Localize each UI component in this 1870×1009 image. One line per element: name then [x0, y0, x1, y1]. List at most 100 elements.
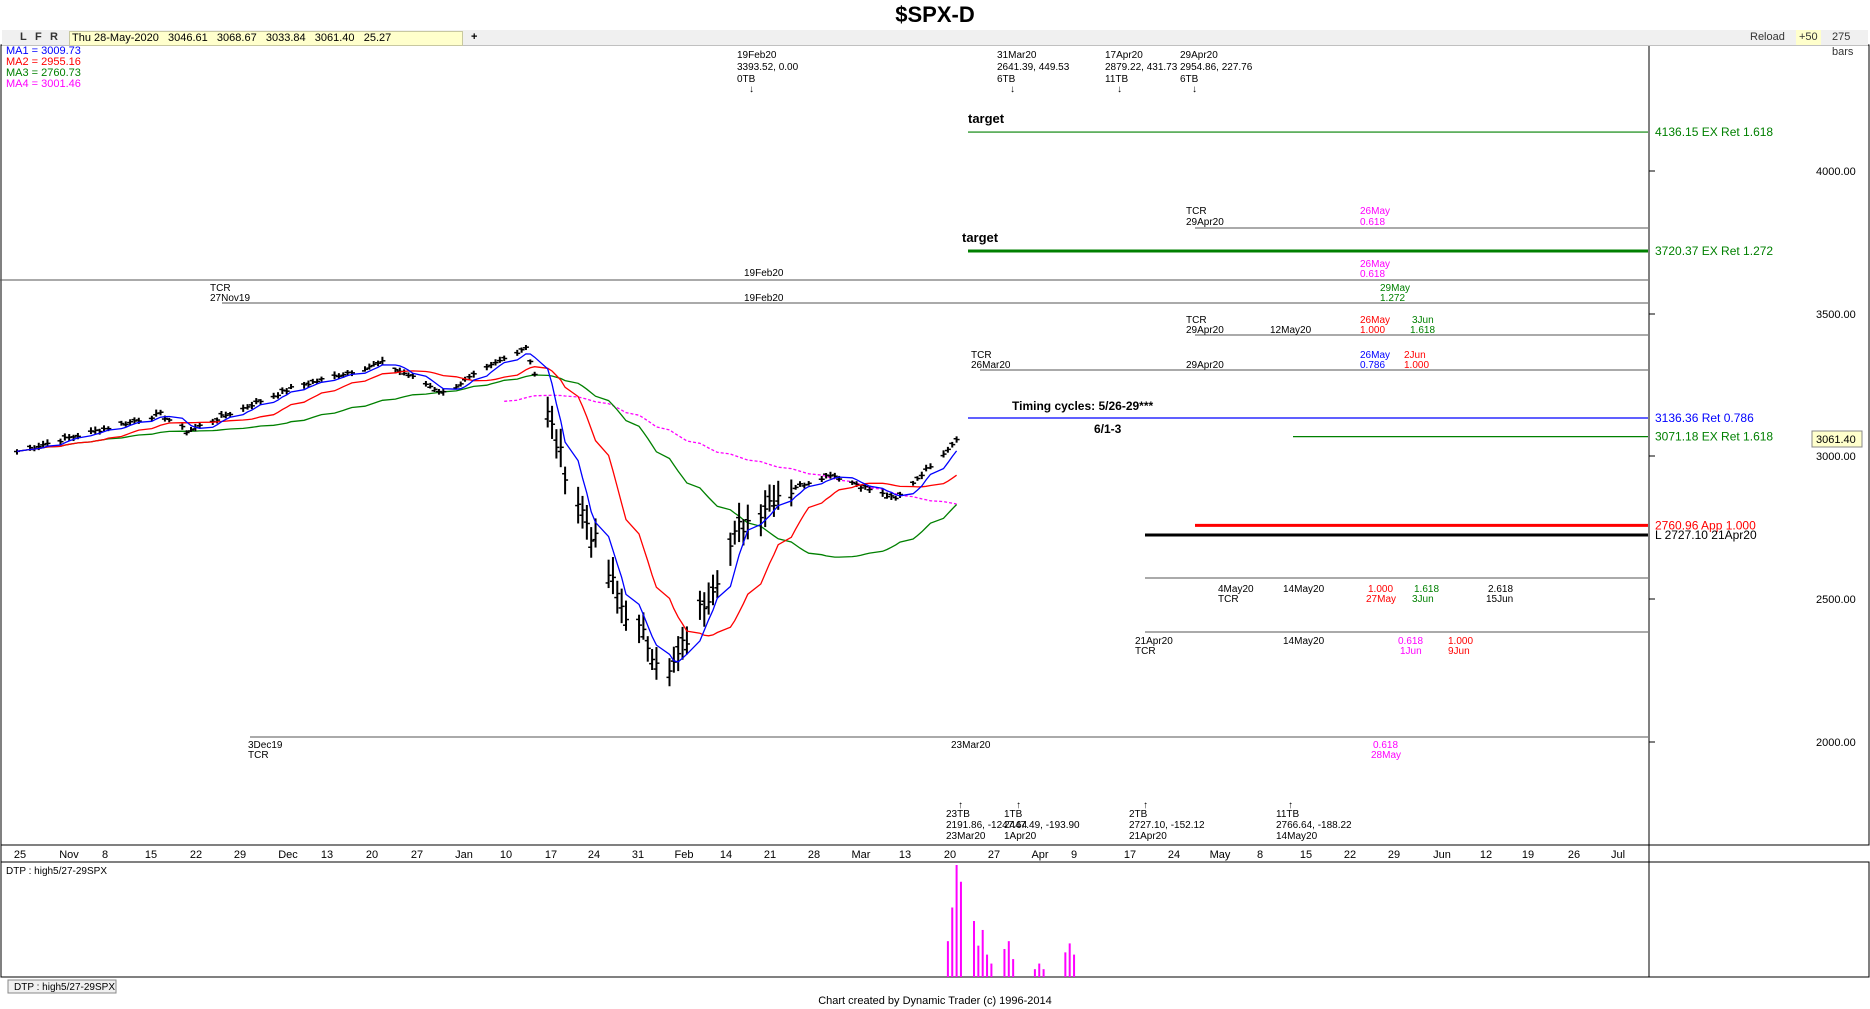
row4-v2: 0.786: [1360, 360, 1385, 371]
may28-ratio: 0.618: [1373, 740, 1398, 751]
x-tick: 29: [234, 849, 246, 861]
ma3-label: MA3 = 2760.73: [6, 67, 81, 79]
cycle-lines: [0, 227, 1648, 738]
row3-d3: 26May: [1360, 315, 1390, 326]
pivot-31mar-date: 31Mar20: [997, 50, 1037, 61]
ma1-path: [16, 353, 958, 663]
price-level-label: 3720.37 EX Ret 1.272: [1655, 244, 1773, 258]
pivot-31mar-tb: 6TB: [997, 74, 1016, 85]
ma2-line: [16, 366, 957, 637]
indicator-label: DTP : high5/27-29SPX: [6, 866, 107, 877]
zoom-button[interactable]: +50: [1796, 30, 1821, 45]
may28-date: 28May: [1371, 750, 1401, 761]
cycle-0618-b: 0.618: [1360, 269, 1385, 280]
toolbar: L F R Thu 28-May-2020 3046.61 3068.67 30…: [2, 30, 1868, 58]
pivot-17apr-value: 2879.22, 431.73: [1105, 62, 1178, 73]
indicator-tab-box[interactable]: [7, 979, 117, 994]
pivot-29apr-value: 2954.86, 227.76: [1180, 62, 1253, 73]
row4-d3: 2Jun: [1404, 350, 1426, 361]
tcr-27nov-label: TCR: [210, 283, 231, 294]
x-tick: 21: [764, 849, 776, 861]
row3-d4: 3Jun: [1412, 315, 1434, 326]
x-tick: Dec: [278, 849, 298, 861]
x-tick: Jan: [455, 849, 473, 861]
ma1-label: MA1 = 3009.73: [6, 45, 81, 57]
price-level-label: L 2727.10 21Apr20: [1655, 528, 1757, 542]
tcr-27nov-date: 27Nov19: [210, 293, 250, 304]
x-tick: Mar: [852, 849, 871, 861]
row3-d1: 29Apr20: [1186, 325, 1224, 336]
ma-legend: MA1 = 3009.73 MA2 = 2955.16 MA3 = 2760.7…: [6, 46, 81, 90]
bot-1apr-val: 2447.49, -193.90: [1004, 820, 1080, 831]
layout-button[interactable]: L: [20, 31, 27, 43]
target-label-top: target: [968, 111, 1005, 126]
ma4-path: [504, 394, 957, 505]
dec3-date: 3Dec19: [248, 740, 283, 751]
timing-alt-label: 6/1-3: [1094, 422, 1122, 436]
x-tick: Nov: [59, 849, 79, 861]
bot-23mar-val: 2191.86, -1247.64: [946, 820, 1028, 831]
x-tick: 22: [190, 849, 202, 861]
x-tick: 17: [1124, 849, 1136, 861]
cycle-29may: 29May: [1380, 283, 1410, 294]
pivot-19feb-value: 3393.52, 0.00: [737, 62, 799, 73]
x-tick: 10: [500, 849, 512, 861]
pivot-17apr-tb: 11TB: [1105, 74, 1128, 85]
bot-1apr-tb: 1TB: [1004, 809, 1023, 820]
x-tick: 20: [366, 849, 378, 861]
pivot-31mar-value: 2641.39, 449.53: [997, 62, 1070, 73]
row4-tcr: TCR: [971, 350, 992, 361]
y-tick: 3000.00: [1816, 451, 1856, 463]
ma3-line: [16, 374, 958, 558]
x-tick: 19: [1522, 849, 1534, 861]
x-tick: 27: [988, 849, 1000, 861]
x-tick: 31: [632, 849, 644, 861]
x-tick: 8: [102, 849, 108, 861]
dtp-histogram: [946, 865, 1076, 977]
format-button[interactable]: F: [35, 31, 42, 43]
x-tick: May: [1210, 849, 1231, 861]
bot-23mar-date: 23Mar20: [946, 831, 986, 842]
arrow-up-icon: ↑: [1016, 800, 1021, 811]
x-tick: Apr: [1031, 849, 1048, 861]
arrow-up-icon: ↑: [1288, 800, 1293, 811]
feb19-mid: 19Feb20: [744, 268, 784, 279]
x-tick: 22: [1344, 849, 1356, 861]
bot-14may-tb: 11TB: [1276, 809, 1299, 820]
row4-d2: 26May: [1360, 350, 1390, 361]
x-tick: 28: [808, 849, 820, 861]
row3-v4: 1.618: [1410, 325, 1435, 336]
x-tick: 25: [14, 849, 26, 861]
x-tick: 12: [1480, 849, 1492, 861]
indicator-tab[interactable]: DTP : high5/27-29SPX: [14, 982, 115, 993]
y-tick: 4000.00: [1816, 166, 1856, 178]
bot-14may-date: 14May20: [1276, 831, 1318, 842]
price-level-label: 3071.18 EX Ret 1.618: [1655, 430, 1773, 444]
x-tick: 15: [145, 849, 157, 861]
row3-d2: 12May20: [1270, 325, 1312, 336]
y-tick: 2000.00: [1816, 737, 1856, 749]
x-tick: 20: [944, 849, 956, 861]
x-tick: Jun: [1433, 849, 1451, 861]
chart-credit: Chart created by Dynamic Trader (c) 1996…: [818, 995, 1052, 1007]
low2-a1: 21Apr20: [1135, 636, 1173, 647]
low2-d1: 1.000: [1448, 636, 1473, 647]
target-label-mid: target: [962, 230, 999, 245]
reload-button[interactable]: Reload: [1750, 31, 1785, 43]
ma4-line: [504, 394, 957, 505]
x-tick: Feb: [675, 849, 694, 861]
timing-cycles-label: Timing cycles: 5/26-29***: [1012, 399, 1154, 413]
arrow-down-icon: ↓: [1010, 84, 1015, 95]
cycle-26may-b: 26May: [1360, 259, 1390, 270]
row3-tcr: TCR: [1186, 315, 1207, 326]
x-axis-labels: 25 Nov 8 15 22 29 Dec 13 20 27 Jan 10 17 24 31 Feb 14 21 2…: [14, 849, 1625, 861]
x-tick: 24: [588, 849, 600, 861]
ma4-label: MA4 = 3001.46: [6, 78, 81, 90]
pivot-29apr-tb: 6TB: [1180, 74, 1199, 85]
refresh-button[interactable]: R: [50, 31, 58, 43]
bot-14may-val: 2766.64, -188.22: [1276, 820, 1352, 831]
add-button[interactable]: +: [471, 31, 478, 43]
x-tick: 13: [321, 849, 333, 861]
price-levels: 4136.15 EX Ret 1.618 3720.37 EX Ret 1.272…: [968, 125, 1773, 542]
last-price-box: [1811, 430, 1863, 448]
